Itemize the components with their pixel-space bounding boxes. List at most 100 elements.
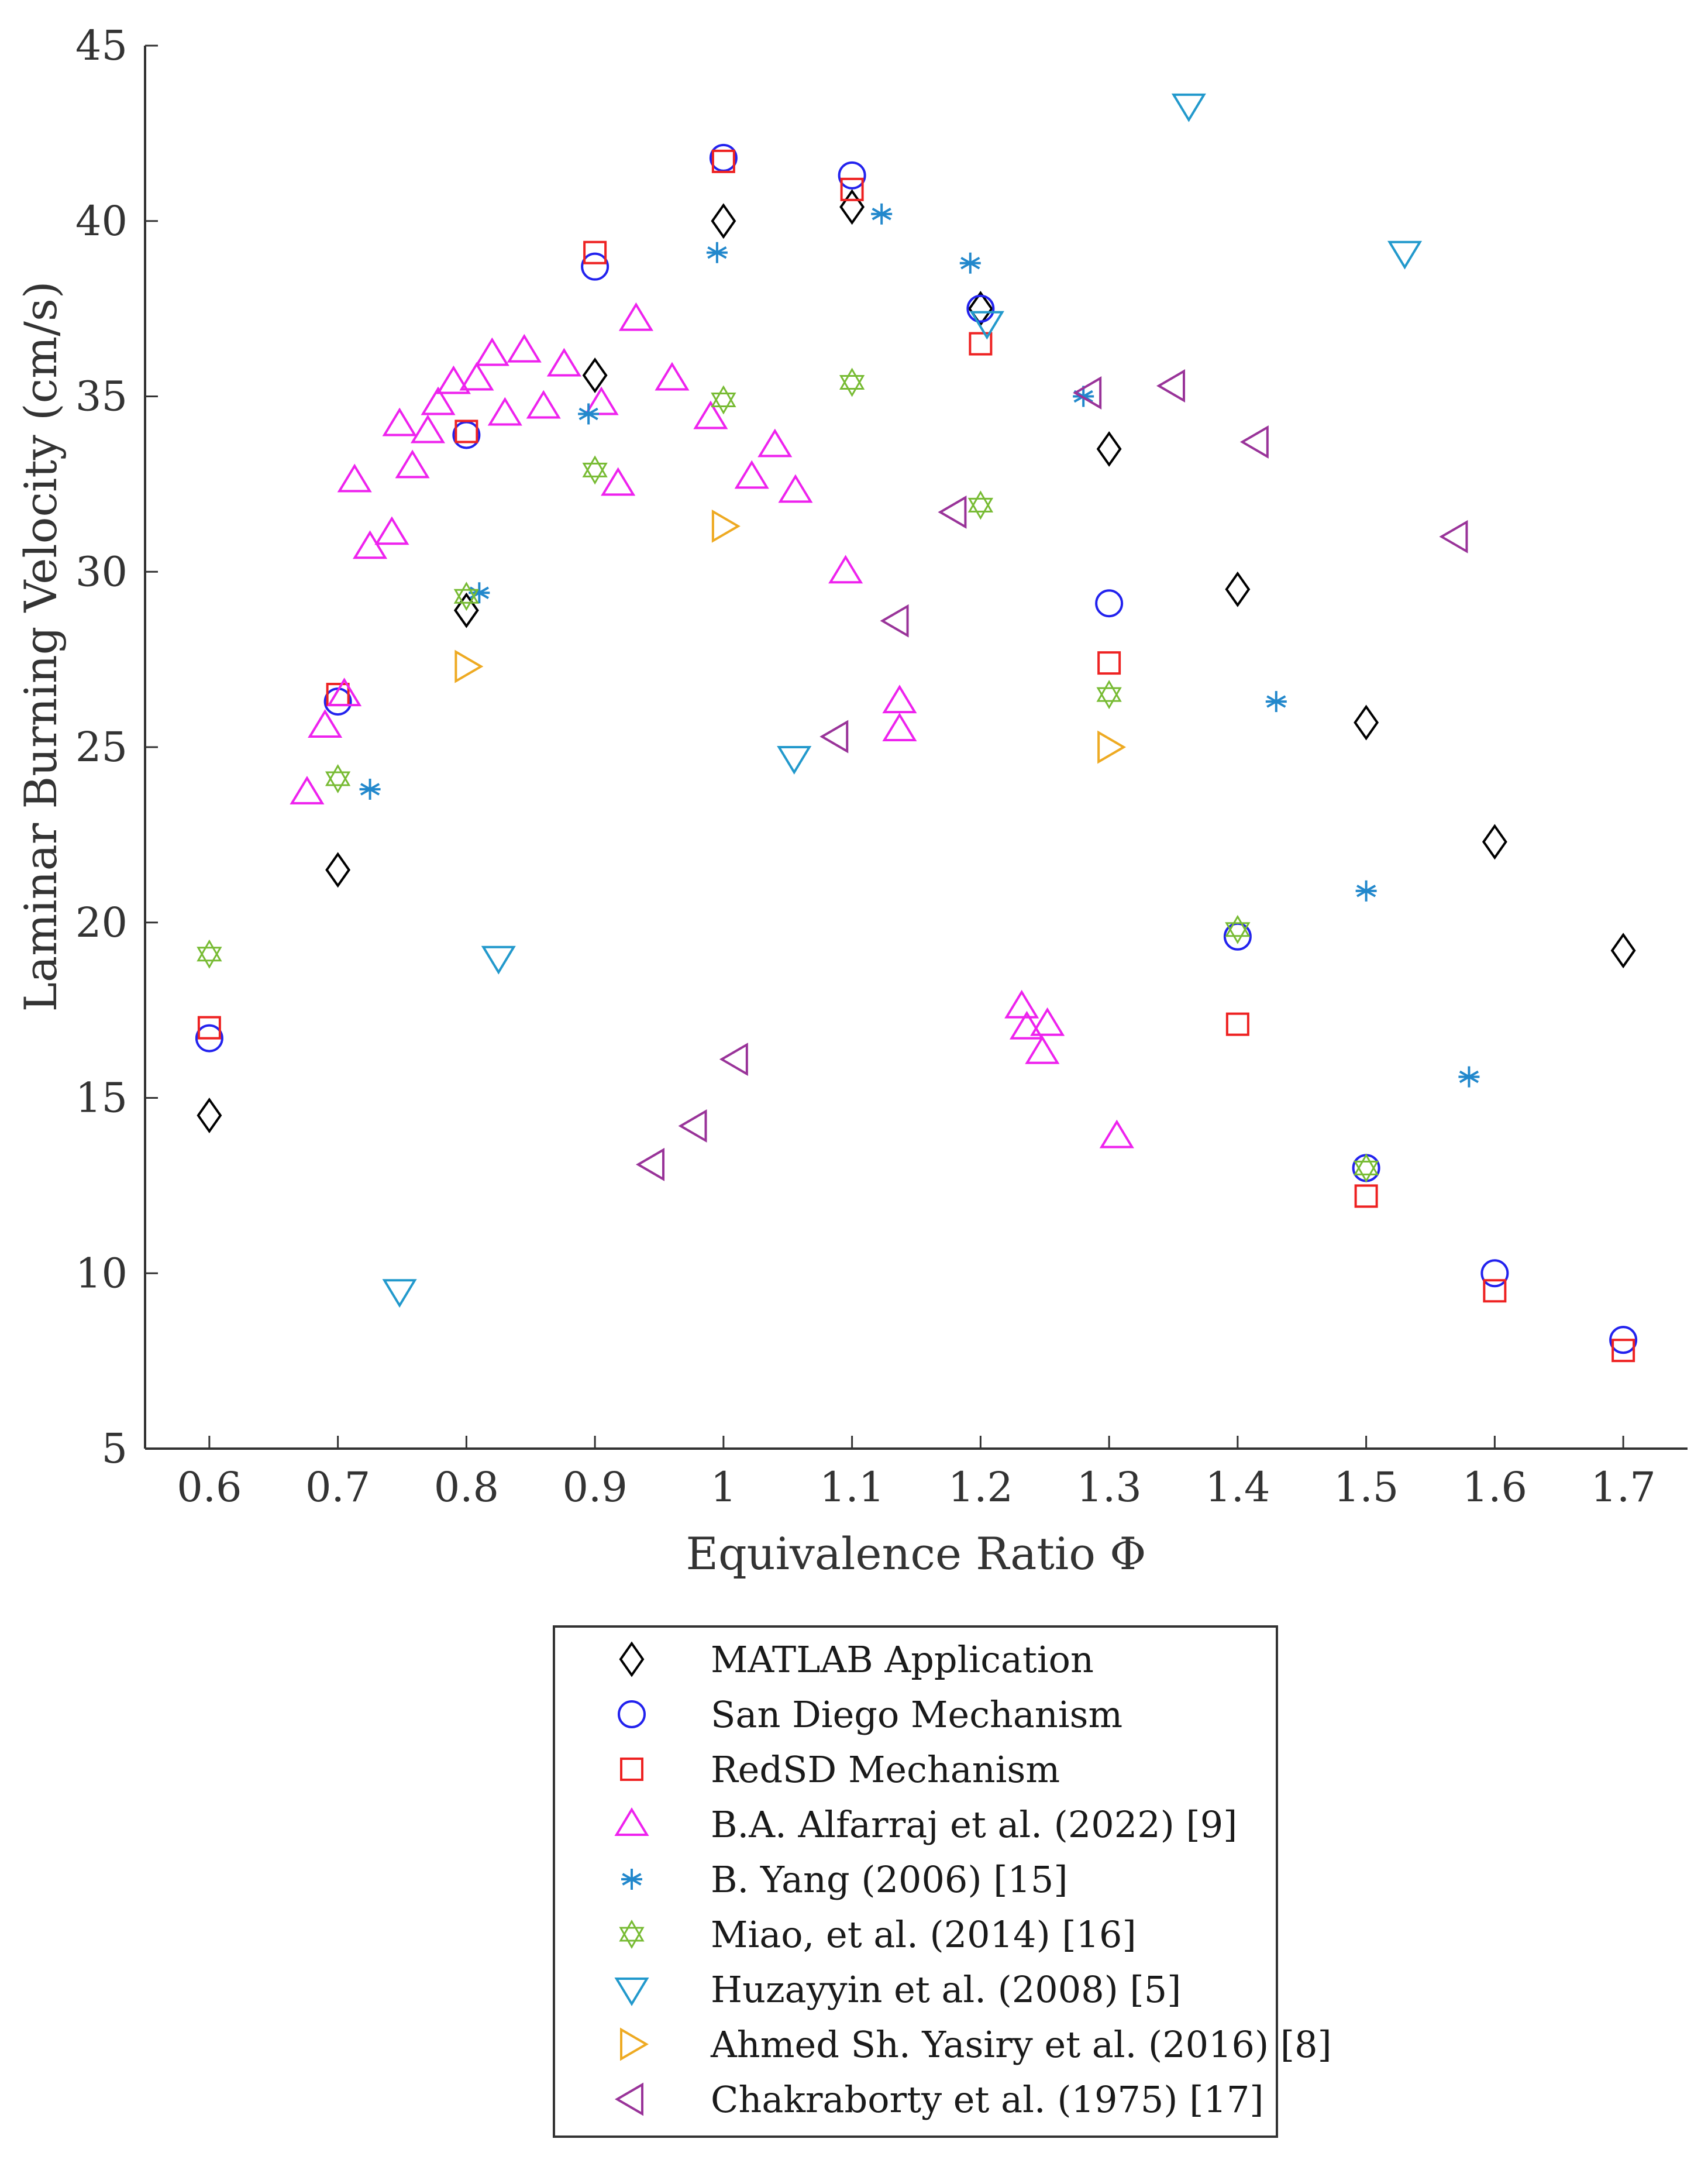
data-point — [693, 400, 728, 429]
data-point — [838, 161, 866, 190]
data-point — [1482, 824, 1507, 860]
data-point — [967, 490, 994, 520]
y-tick-label: 30 — [75, 548, 128, 596]
legend-marker — [620, 1758, 643, 1781]
x-tick-label: 0.7 — [305, 1463, 370, 1511]
data-point — [1096, 680, 1122, 710]
data-point — [327, 678, 362, 707]
data-markers — [195, 93, 1638, 1363]
data-point — [578, 403, 600, 425]
legend-label: San Diego Mechanism — [711, 1693, 1122, 1736]
data-point — [1097, 651, 1121, 675]
series-diamond — [197, 189, 1636, 1133]
series-hexagram — [197, 367, 1379, 1183]
data-point — [678, 1109, 707, 1143]
data-point — [778, 474, 813, 503]
data-point — [719, 1043, 748, 1077]
y-tick-label: 10 — [75, 1249, 128, 1297]
data-point — [839, 367, 865, 397]
data-point — [197, 1097, 222, 1133]
data-point — [839, 189, 865, 225]
x-tick-label: 1.4 — [1205, 1463, 1270, 1511]
data-point — [395, 449, 430, 479]
data-point — [966, 294, 995, 323]
legend-label: Huzayyin et al. (2008) [5] — [711, 1968, 1181, 2011]
data-point — [582, 455, 608, 485]
data-point — [1352, 1154, 1380, 1182]
y-axis-title: Laminar Burning Velocity (cm/s) — [15, 281, 67, 1012]
data-point — [583, 240, 607, 264]
legend-item: Ahmed Sh. Yasiry et al. (2016) [8] — [620, 2023, 1332, 2066]
data-point — [382, 407, 417, 436]
legend: MATLAB Application San Diego Mechanism Red… — [553, 1625, 1332, 2138]
series-square — [197, 149, 1635, 1363]
data-point — [757, 428, 793, 458]
series-triangle-right — [454, 509, 1127, 764]
legend-item: MATLAB Application — [619, 1638, 1094, 1681]
legend-label: B.A. Alfarraj et al. (2022) [9] — [711, 1803, 1237, 1846]
x-tick-label: 1.7 — [1590, 1463, 1655, 1511]
data-point — [1354, 704, 1379, 741]
data-point — [581, 252, 609, 281]
data-point — [197, 939, 222, 969]
legend-marker — [620, 2027, 649, 2061]
data-point — [880, 604, 909, 638]
legend-marker — [618, 1700, 646, 1728]
data-point — [734, 460, 769, 489]
legend-label: B. Yang (2006) [15] — [711, 1858, 1068, 1901]
data-point — [325, 764, 351, 793]
legend-marker — [614, 1978, 649, 2006]
legend-label: Chakraborty et al. (1975) [17] — [711, 2078, 1263, 2121]
data-point — [1239, 425, 1269, 459]
x-tick-label: 0.6 — [177, 1463, 242, 1511]
data-point — [507, 333, 542, 363]
data-point — [453, 592, 479, 628]
data-point — [382, 1279, 417, 1308]
data-point — [454, 649, 484, 683]
data-point — [711, 203, 736, 239]
data-point — [526, 390, 561, 419]
y-tick-label: 35 — [75, 373, 128, 421]
y-tick-label: 40 — [75, 197, 128, 245]
x-tick-label: 1 — [711, 1463, 737, 1511]
legend-marker — [621, 1869, 642, 1890]
data-point — [840, 177, 864, 201]
x-ticks: 0.6 0.7 0.8 0.9 1 1.1 1.2 1.3 1.4 1.5 1.6 1.7 — [177, 1436, 1656, 1511]
legend-item: B. Yang (2006) [15] — [621, 1858, 1068, 1901]
data-point — [410, 414, 445, 443]
data-point — [1458, 1066, 1480, 1088]
legend-marker — [614, 1807, 649, 1836]
y-tick-label: 25 — [75, 723, 128, 771]
data-point — [308, 709, 343, 738]
data-point — [1225, 914, 1251, 944]
x-tick-label: 1.2 — [948, 1463, 1013, 1511]
data-point — [636, 1147, 665, 1181]
data-point — [1354, 1184, 1378, 1208]
legend-item: RedSD Mechanism — [620, 1748, 1060, 1791]
data-point — [1097, 730, 1127, 764]
data-point — [882, 713, 917, 742]
series-triangle-left — [636, 369, 1468, 1181]
data-point — [1265, 691, 1287, 713]
data-point — [453, 582, 480, 611]
data-point — [711, 509, 741, 543]
data-point — [706, 242, 728, 263]
data-point — [1030, 1007, 1065, 1036]
data-point — [353, 530, 388, 559]
legend-marker — [615, 2082, 643, 2116]
data-point — [197, 1016, 221, 1040]
legend-item: San Diego Mechanism — [618, 1693, 1122, 1736]
data-point — [1025, 1035, 1060, 1064]
legend-label: Ahmed Sh. Yasiry et al. (2016) [8] — [710, 2023, 1332, 2066]
x-tick-label: 1.5 — [1334, 1463, 1399, 1511]
x-tick-label: 0.9 — [562, 1463, 627, 1511]
y-tick-label: 20 — [75, 899, 128, 947]
data-point — [1095, 589, 1124, 618]
data-point — [374, 516, 409, 545]
legend-label: RedSD Mechanism — [711, 1748, 1060, 1791]
data-point — [1009, 1010, 1045, 1040]
data-point — [871, 203, 893, 225]
data-point — [1353, 1153, 1379, 1183]
data-point — [1483, 1279, 1507, 1303]
